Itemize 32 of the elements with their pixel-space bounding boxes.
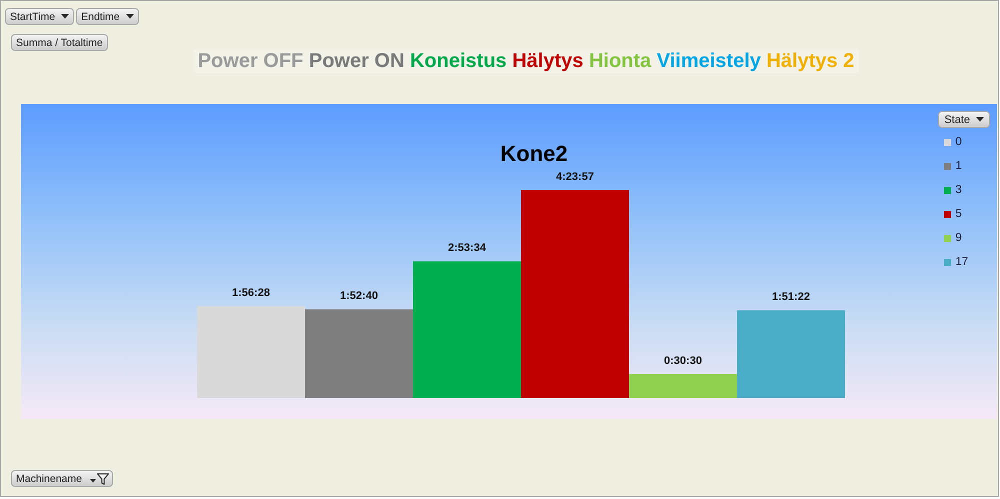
- bar: [521, 190, 629, 398]
- bar: [197, 306, 305, 398]
- dropdown-button: State: [938, 111, 990, 128]
- text: Power OFF: [198, 50, 304, 72]
- text: Hälytys 2: [766, 50, 854, 72]
- text: Hionta: [588, 50, 652, 72]
- bar: [629, 374, 737, 398]
- bar: [737, 310, 845, 398]
- legend-title: State: [944, 114, 970, 126]
- text: Viimeistely: [656, 50, 761, 72]
- legend-label: 0: [955, 136, 962, 148]
- legend-label: 1: [955, 160, 962, 172]
- dropdown-button: Endtime: [76, 8, 139, 25]
- data-label: 1:52:40: [340, 290, 378, 302]
- text: Koneistus: [410, 50, 507, 72]
- bar: [305, 309, 413, 398]
- legend-label: 9: [955, 232, 962, 244]
- legend-label: 17: [955, 256, 968, 268]
- data-label: 1:56:28: [232, 287, 270, 300]
- chart-title: Kone2: [500, 141, 568, 166]
- text: Hälytys: [512, 50, 584, 72]
- text: Power ON: [308, 50, 404, 72]
- data-label: 4:23:57: [556, 171, 594, 183]
- legend-label: 3: [955, 184, 962, 196]
- legend-label: 5: [955, 208, 962, 220]
- data-label: 0:30:30: [664, 354, 702, 367]
- bar: [413, 261, 521, 398]
- filter-button: Machinename: [11, 470, 113, 487]
- data-label: 2:53:34: [448, 242, 487, 254]
- dropdown-button: StartTime: [5, 8, 74, 25]
- data-label: 1:51:22: [772, 291, 810, 304]
- field-button: Summa / Totaltime: [11, 34, 108, 51]
